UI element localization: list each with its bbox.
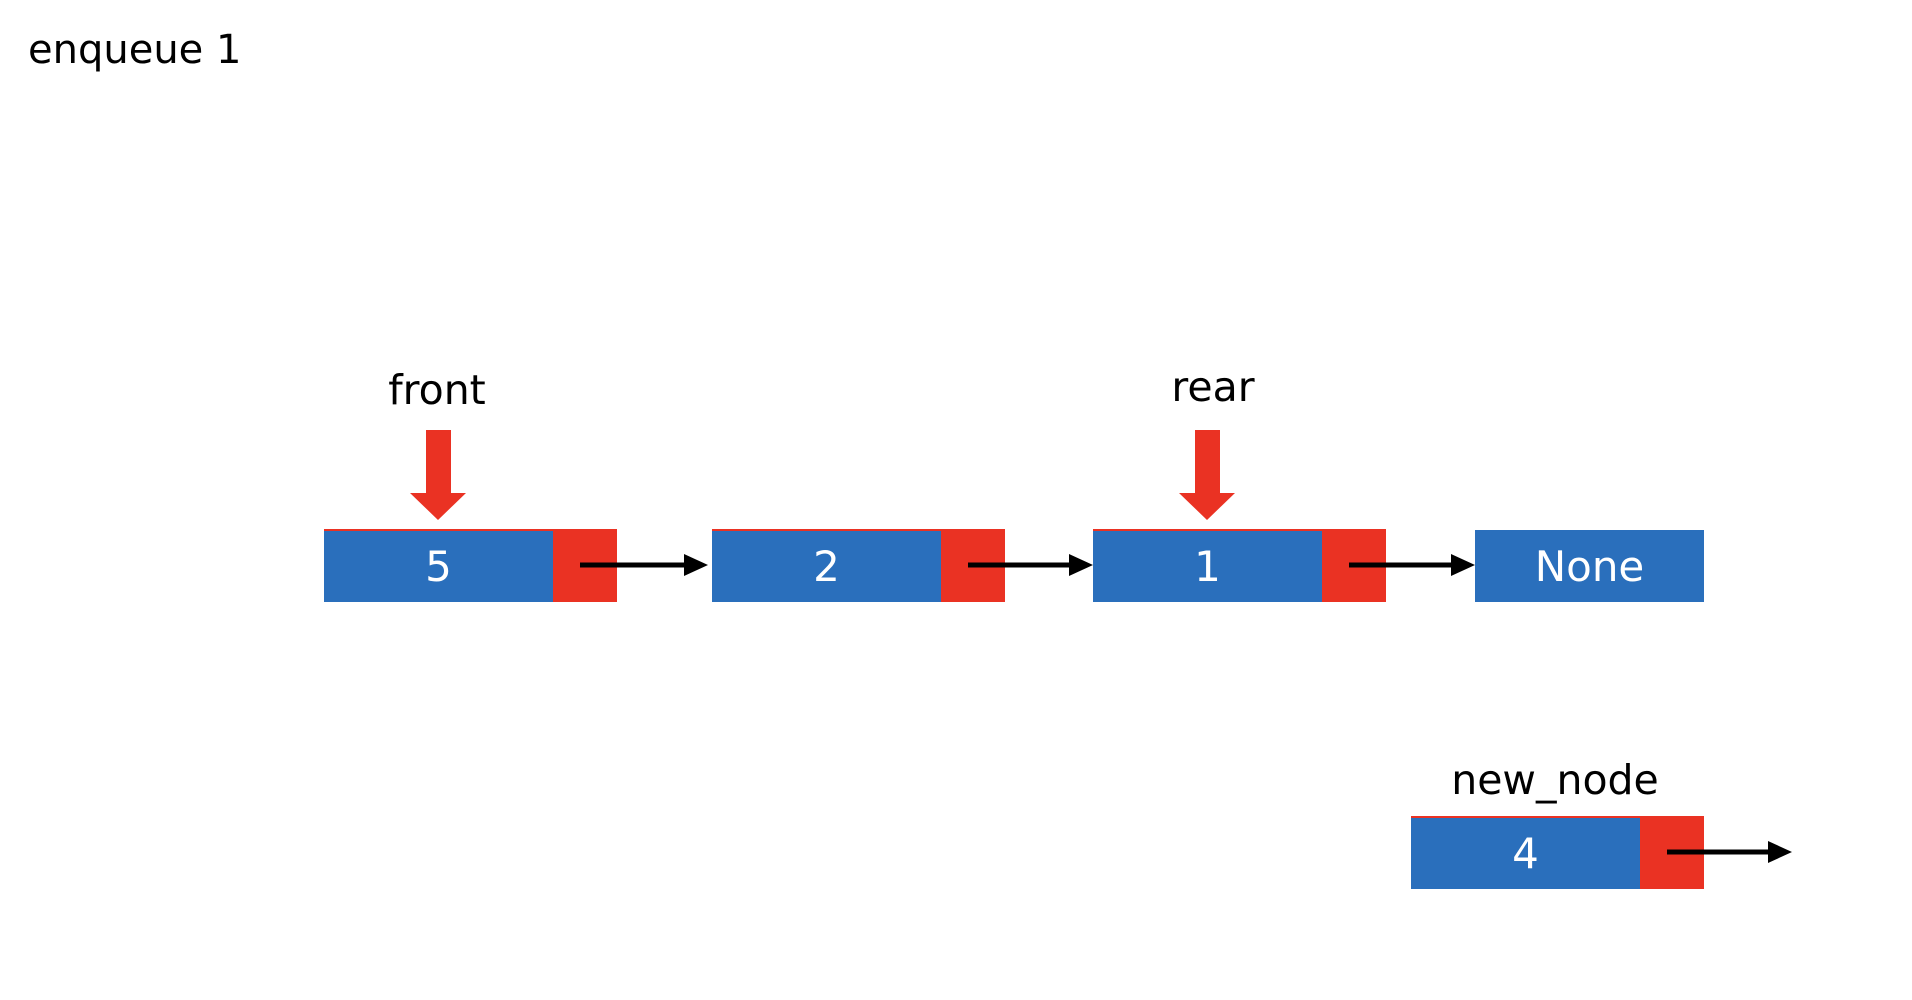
front-label: front [388, 366, 486, 414]
rear-label: rear [1171, 363, 1255, 411]
node-next-cell [1640, 816, 1704, 889]
none-terminal-box: None [1475, 530, 1704, 602]
node-data-cell: 4 [1411, 816, 1640, 889]
node-next-cell [1322, 529, 1386, 602]
node-data-cell: 2 [712, 529, 941, 602]
node-next-cell [941, 529, 1005, 602]
node-data-cell: 1 [1093, 529, 1322, 602]
slide-title: enqueue 1 [28, 27, 242, 73]
rear-pointer-arrow [1179, 430, 1235, 520]
node-data-cell: 5 [324, 529, 553, 602]
front-pointer-arrow [410, 430, 466, 520]
node-next-cell [553, 529, 617, 602]
new-node-label: new_node [1451, 756, 1659, 804]
